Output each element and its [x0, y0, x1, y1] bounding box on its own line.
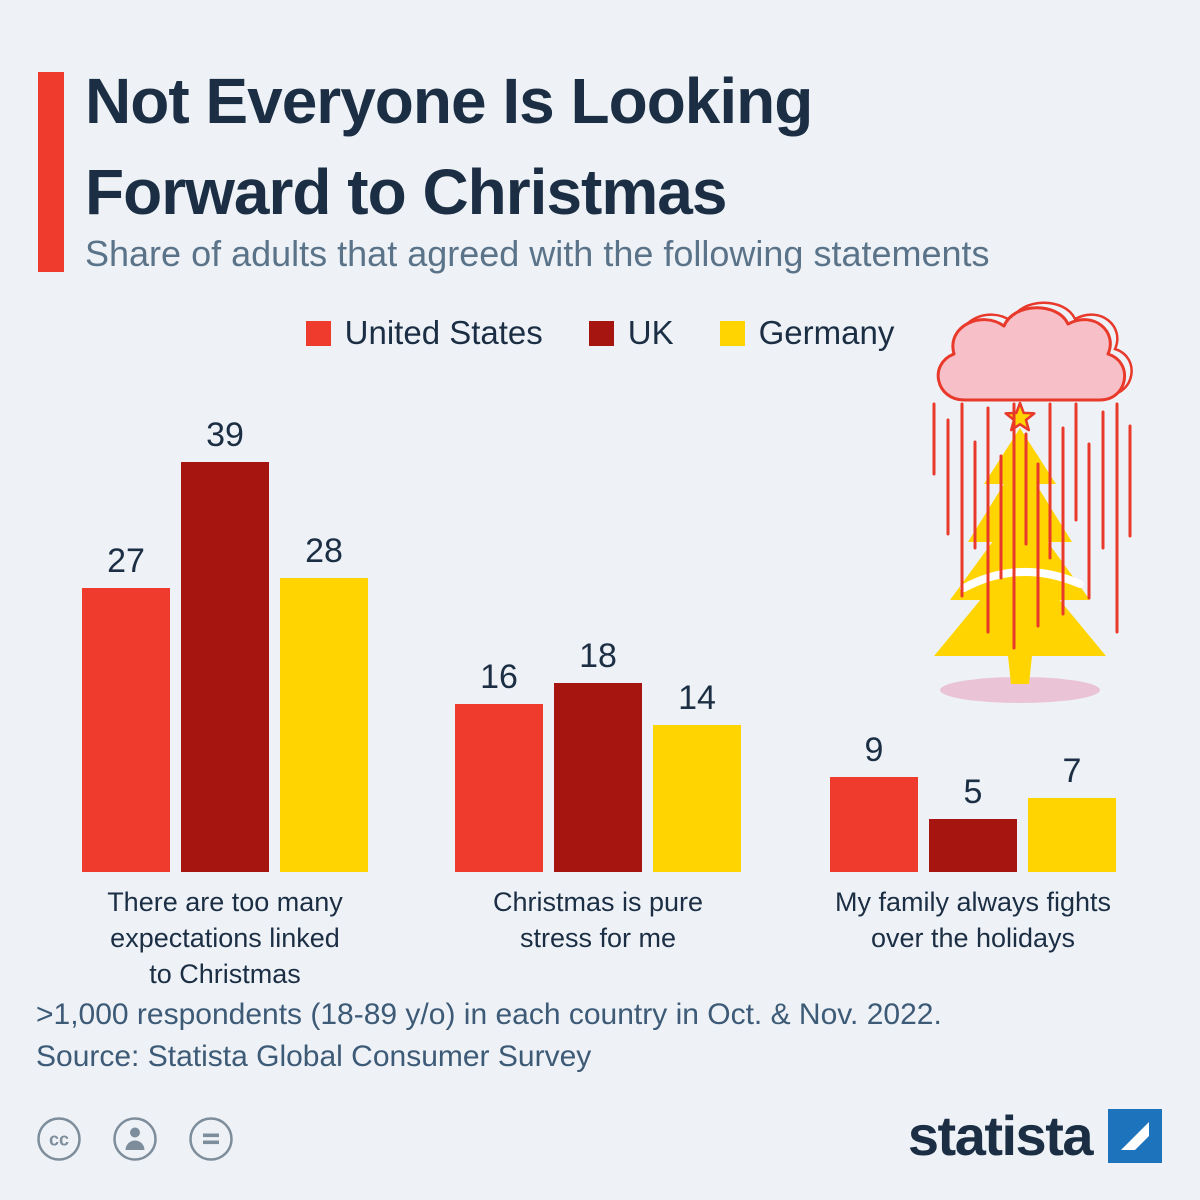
- rain-lines: [932, 402, 1132, 650]
- bar-uk: [554, 683, 642, 872]
- equal-icon: [188, 1116, 234, 1162]
- bar-column: 39: [181, 416, 269, 872]
- rain-cloud-icon: [936, 301, 1133, 402]
- bar-column: 28: [280, 532, 368, 872]
- category-label-3: My family always fights over the holidays: [834, 887, 1112, 953]
- bar-value-label: 16: [480, 658, 518, 696]
- legend: United States UK Germany: [0, 314, 1200, 352]
- bar-uk: [929, 819, 1017, 872]
- tree-garland: [960, 568, 1084, 592]
- bar-germany: [1028, 798, 1116, 872]
- source-note: Source: Statista Global Consumer Survey: [36, 1040, 592, 1073]
- legend-label: United States: [344, 314, 543, 351]
- legend-swatch: [305, 320, 331, 346]
- tree-shadow: [940, 677, 1100, 703]
- bar-germany: [280, 578, 368, 872]
- category-label-1: There are too many expectations linked to …: [107, 887, 343, 989]
- bar-group-3: 9 5 7: [830, 731, 1116, 872]
- category-label-2: Christmas is pure stress for me: [492, 887, 704, 953]
- bar-column: 18: [554, 637, 642, 872]
- legend-swatch: [719, 320, 745, 346]
- title-line-2: Forward to Christmas: [85, 155, 727, 228]
- statista-branding: statista: [908, 1103, 1162, 1168]
- bar-value-label: 5: [963, 773, 983, 811]
- bar-united-states: [455, 704, 543, 872]
- rain-cloud-christmas-tree-illustration: [912, 296, 1142, 726]
- statista-logo-text: statista: [907, 1104, 1094, 1167]
- bar-group-2: 16 18 14: [455, 637, 741, 872]
- bar-column: 7: [1028, 752, 1116, 872]
- bar-united-states: [82, 588, 170, 872]
- subtitle: Share of adults that agreed with the fol…: [85, 233, 990, 274]
- legend-item-germany: Germany: [719, 314, 895, 352]
- legend-label: Germany: [758, 314, 895, 351]
- legend-swatch: [588, 320, 614, 346]
- bar-column: 5: [929, 773, 1017, 872]
- bar-germany: [653, 725, 741, 872]
- bar-value-label: 18: [579, 637, 617, 675]
- bar-column: 27: [82, 542, 170, 872]
- statista-logo-icon: [1108, 1108, 1162, 1163]
- page-title: Not Everyone Is Looking Forward to Chris…: [85, 56, 813, 238]
- star-icon: [1004, 401, 1036, 432]
- survey-note: >1,000 respondents (18-89 y/o) in each c…: [36, 998, 942, 1031]
- title-line-1: Not Everyone Is Looking: [85, 65, 813, 137]
- title-accent-bar: [38, 72, 64, 272]
- bar-value-label: 7: [1062, 752, 1082, 790]
- attribution-icon: [112, 1116, 158, 1162]
- bar-column: 16: [455, 658, 543, 872]
- bar-value-label: 28: [305, 532, 343, 570]
- legend-item-united-states: United States: [305, 314, 543, 352]
- bar-value-label: 27: [107, 542, 145, 580]
- bar-uk: [181, 462, 269, 872]
- cc-icon: cc: [36, 1116, 82, 1162]
- illustration-svg: [932, 301, 1133, 703]
- bar-value-label: 39: [206, 416, 244, 454]
- legend-label: UK: [627, 314, 674, 351]
- bar-value-label: 14: [678, 679, 716, 717]
- bar-group-1: 27 39 28: [82, 416, 368, 872]
- legend-item-uk: UK: [588, 314, 674, 352]
- bar-column: 9: [830, 731, 918, 872]
- bar-column: 14: [653, 679, 741, 872]
- bar-united-states: [830, 777, 918, 872]
- license-icons: cc: [36, 1116, 234, 1162]
- bar-value-label: 9: [864, 731, 884, 769]
- svg-text:cc: cc: [49, 1130, 69, 1150]
